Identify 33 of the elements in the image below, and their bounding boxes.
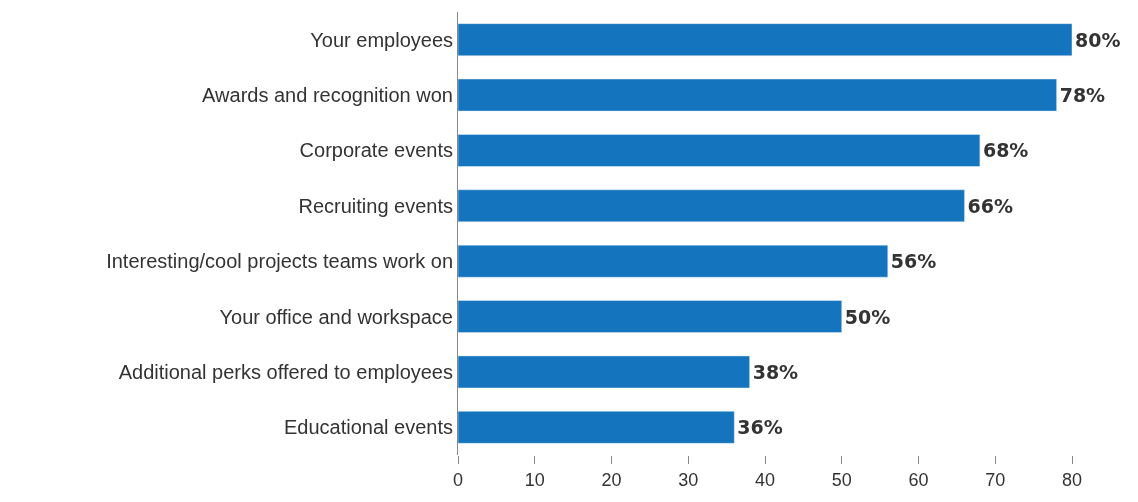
y-tick-label: Recruiting events (298, 194, 453, 217)
y-tick-label: Interesting/cool projects teams work on (106, 250, 453, 273)
x-tick-label: 80 (1061, 469, 1083, 490)
bar (458, 23, 1072, 56)
data-label: 68% (982, 139, 1029, 162)
data-label: 66% (967, 194, 1014, 217)
data-label: 38% (752, 360, 799, 383)
y-tick-label: Educational events (283, 416, 453, 439)
data-label: 50% (844, 305, 891, 328)
data-label: 56% (890, 250, 937, 273)
x-tick-label: 50 (831, 469, 852, 490)
bar (458, 134, 981, 167)
x-tick-label: 60 (908, 469, 929, 490)
data-label: 36% (737, 416, 783, 439)
y-tick-label: Additional perks offered to employees (118, 360, 453, 383)
x-tick-label: 10 (524, 469, 545, 490)
y-tick-label: Your office and workspace (219, 305, 453, 328)
data-label: 80% (1075, 28, 1121, 51)
x-tick-label: 40 (754, 469, 776, 490)
bar (458, 411, 735, 444)
x-tick-label: 0 (452, 469, 464, 490)
bar (458, 78, 1057, 112)
y-tick-label: Corporate events (299, 139, 453, 162)
y-tick-label: Awards and recognition won (202, 84, 453, 107)
x-tick-label: 70 (985, 469, 1006, 490)
x-tick-label: 30 (678, 469, 699, 490)
data-label: 78% (1059, 84, 1106, 107)
bar (458, 244, 889, 278)
bar (458, 355, 750, 389)
bar (458, 300, 842, 333)
y-tick-label: Your employees (310, 28, 453, 51)
bar (458, 189, 965, 223)
x-tick-label: 20 (601, 469, 622, 490)
